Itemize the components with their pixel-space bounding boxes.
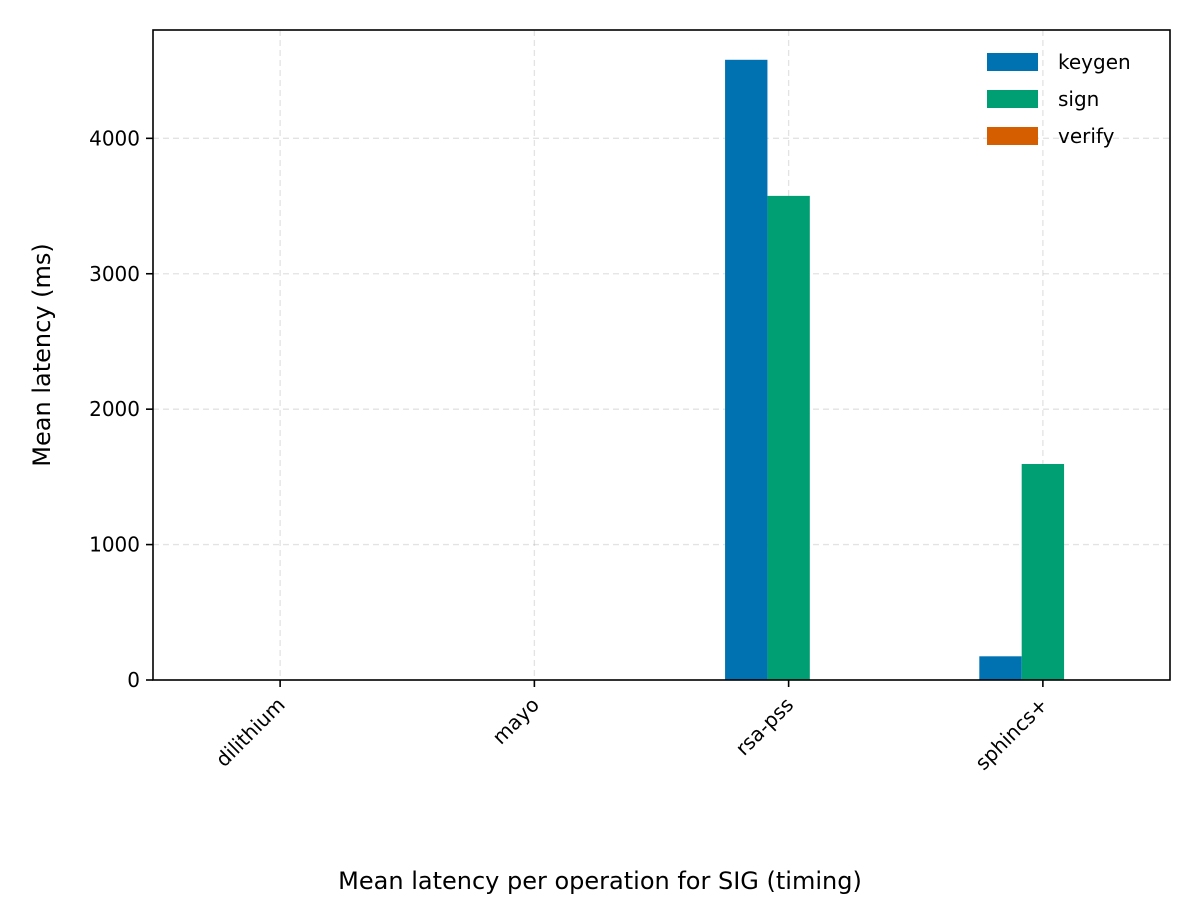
y-tick-label: 2000 bbox=[89, 397, 140, 421]
x-tick-label: dilithium bbox=[211, 693, 290, 772]
plot-frame bbox=[152, 29, 1171, 681]
bar-keygen-rsa-pss bbox=[725, 59, 768, 680]
y-tick-label: 3000 bbox=[89, 262, 140, 286]
x-tick-label: sphincs+ bbox=[970, 693, 1052, 775]
legend: keygen sign verify bbox=[987, 50, 1131, 148]
legend-label-keygen: keygen bbox=[1058, 50, 1131, 74]
legend-label-verify: verify bbox=[1058, 124, 1115, 148]
bar-sign-rsa-pss bbox=[767, 195, 810, 680]
chart-caption: Mean latency per operation for SIG (timi… bbox=[338, 867, 862, 895]
legend-label-sign: sign bbox=[1058, 87, 1099, 111]
y-tick-label: 0 bbox=[127, 668, 140, 692]
bar-keygen-sphincs+ bbox=[979, 656, 1022, 680]
y-axis-title: Mean latency (ms) bbox=[28, 243, 56, 466]
bars bbox=[216, 59, 1107, 680]
y-tick-label: 4000 bbox=[89, 126, 140, 150]
y-tick-label: 1000 bbox=[89, 533, 140, 557]
bar-sign-sphincs+ bbox=[1021, 464, 1065, 680]
x-tick-label: mayo bbox=[487, 693, 543, 749]
x-tick-label: rsa-pss bbox=[731, 693, 799, 761]
y-axis: 0 1000 2000 3000 4000 bbox=[89, 126, 153, 692]
legend-swatch-keygen bbox=[987, 53, 1038, 71]
legend-swatch-verify bbox=[987, 127, 1038, 145]
x-axis: dilithium mayo rsa-pss sphincs+ bbox=[211, 680, 1052, 775]
legend-swatch-sign bbox=[987, 90, 1038, 108]
